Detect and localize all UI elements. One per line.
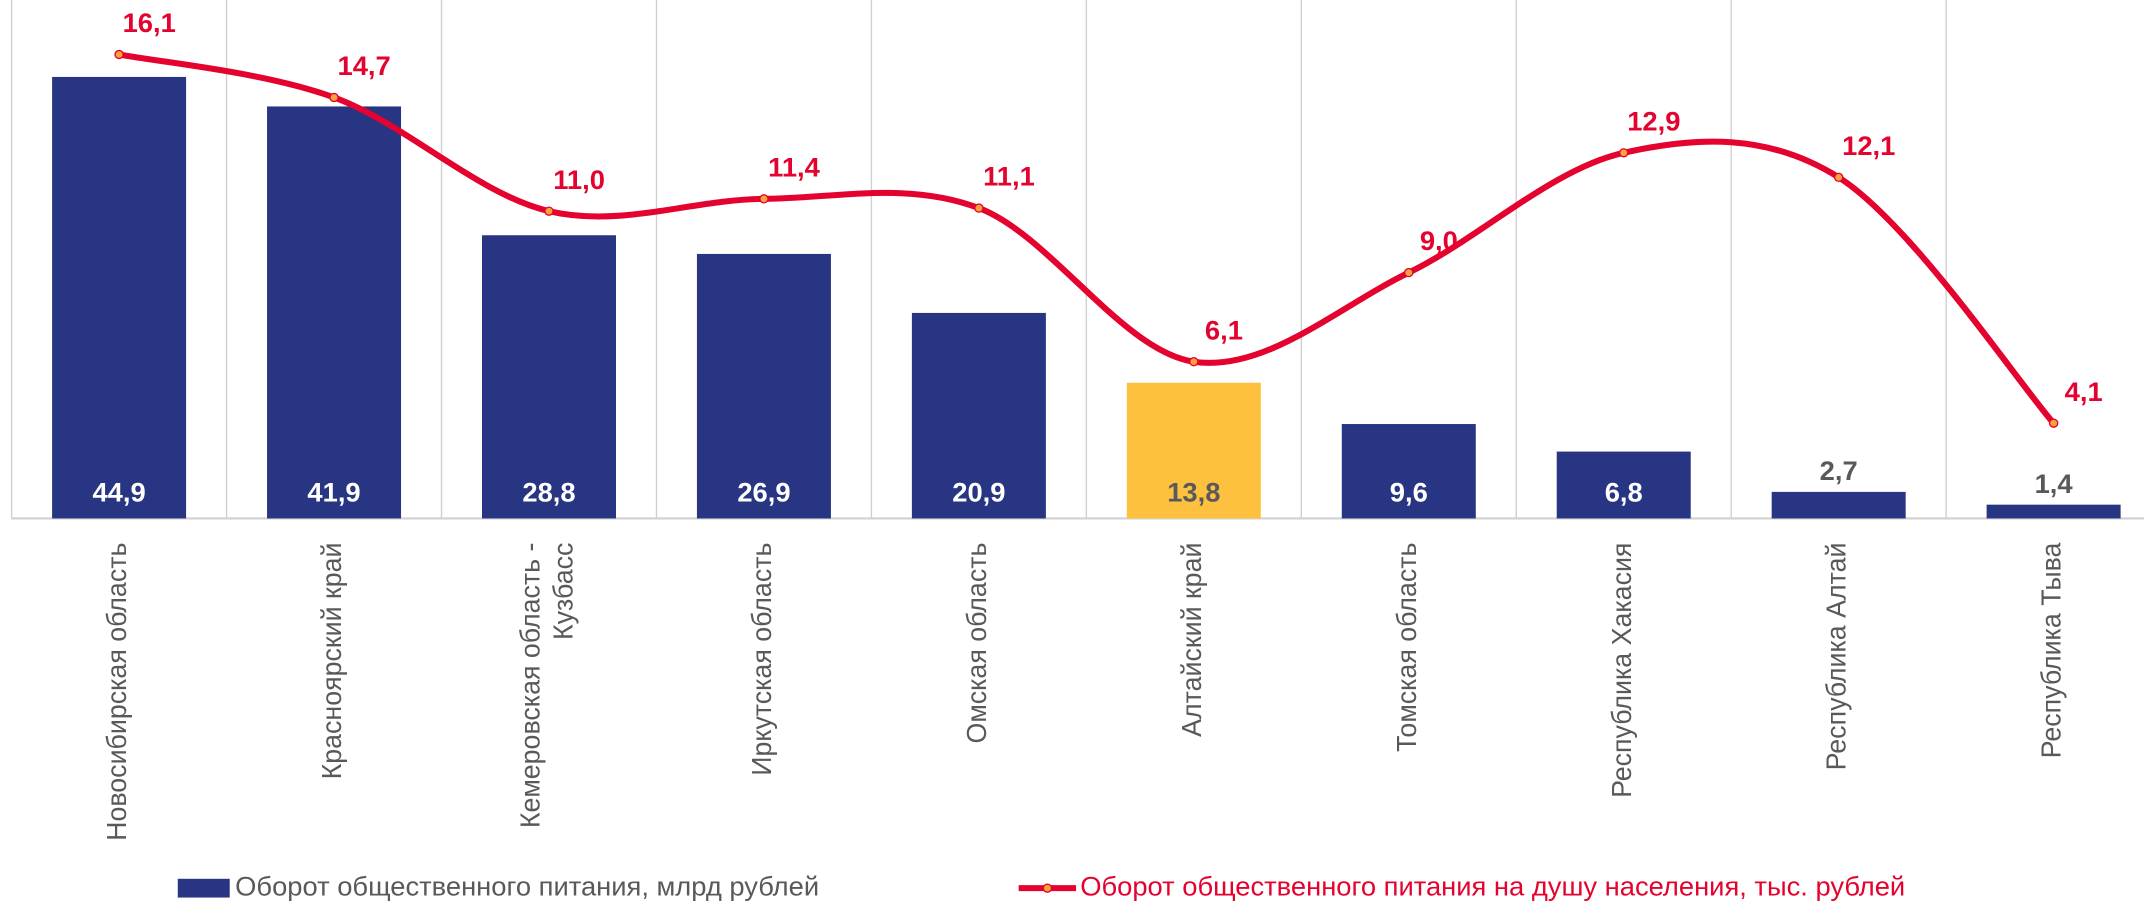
bar-value-label: 13,8	[1167, 477, 1220, 508]
legend-label: Оборот общественного питания, млрд рубле…	[235, 871, 819, 902]
line	[118, 51, 2056, 426]
line-value-label: 6,1	[1205, 315, 1243, 346]
line-marker	[1403, 267, 1414, 278]
bar	[1986, 504, 2121, 519]
line-value-label: 11,1	[983, 161, 1035, 192]
line-marker	[759, 194, 769, 204]
bar	[1341, 424, 1476, 519]
line-marker	[114, 49, 124, 60]
bar-value-label: 41,9	[307, 477, 360, 508]
bar	[1556, 451, 1691, 519]
line-value-label: 16,1	[123, 7, 176, 38]
line-marker	[1833, 172, 1844, 183]
x-tick-label: Иркутская область	[746, 543, 777, 776]
bar-value-label: 6,8	[1605, 477, 1643, 508]
x-tick-label: Омская область	[961, 543, 992, 744]
x-tick-label: Томская область	[1391, 543, 1422, 752]
bar	[52, 76, 187, 519]
line-marker	[1618, 148, 1629, 158]
line-marker	[1189, 357, 1199, 367]
bar-value-label: 1,4	[2035, 468, 2073, 499]
bar	[1126, 382, 1261, 519]
line-marker	[974, 203, 984, 213]
x-tick-label: Красноярский край	[316, 543, 347, 780]
line-marker	[544, 206, 554, 216]
legend-marker	[1042, 883, 1053, 893]
legend-label: Оборот общественного питания на душу нас…	[1080, 871, 1905, 902]
x-tick-label: Республика Тыва	[2036, 542, 2067, 759]
bar-value-label: 26,9	[737, 477, 790, 508]
line-value-label: 11,0	[553, 164, 605, 195]
bar-value-label: 2,7	[1820, 455, 1858, 486]
bar	[911, 312, 1046, 519]
bar-value-label: 28,8	[522, 477, 575, 508]
line-value-label: 9,0	[1420, 225, 1458, 256]
bar	[267, 106, 402, 519]
line-value-label: 12,1	[1842, 130, 1895, 161]
line-value-label: 11,4	[768, 152, 820, 183]
line-marker	[329, 92, 339, 103]
bar-value-label: 44,9	[92, 477, 145, 508]
x-tick-label: Кемеровская область -Кузбасс	[515, 543, 579, 829]
bar	[1771, 491, 1906, 519]
x-tick-label: Республика Алтай	[1821, 543, 1852, 771]
x-tick-label: Республика Хакасия	[1606, 543, 1637, 798]
legend-swatch	[177, 878, 230, 898]
line-marker	[2048, 418, 2059, 428]
x-tick-label: Новосибирская область	[101, 543, 132, 841]
x-tick-label: Алтайский край	[1176, 543, 1207, 737]
bar	[481, 235, 616, 519]
bar-value-label: 20,9	[952, 477, 1005, 508]
bar-value-label: 9,6	[1390, 477, 1428, 508]
line-value-label: 14,7	[338, 50, 391, 81]
line-value-label: 12,9	[1627, 106, 1680, 137]
line-value-label: 4,1	[2065, 376, 2103, 407]
bar	[696, 253, 831, 519]
